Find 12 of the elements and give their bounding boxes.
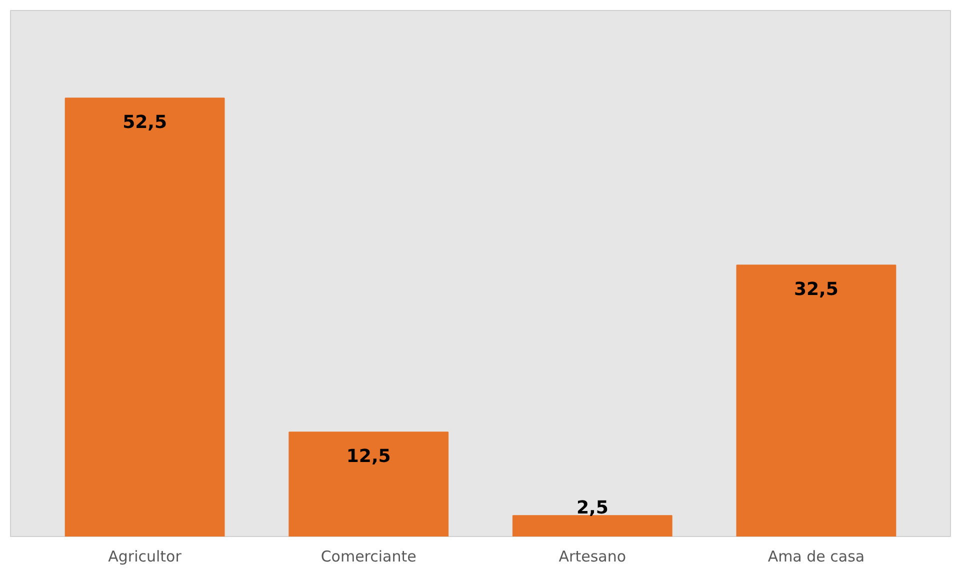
bar [512, 515, 672, 536]
data-label: 52,5 [122, 112, 167, 134]
x-tick-label: Agricultor [108, 548, 182, 566]
data-label: 32,5 [794, 279, 838, 300]
data-label: 2,5 [576, 498, 608, 519]
bar [736, 264, 896, 536]
x-tick-label: Comerciante [320, 548, 416, 566]
bar [288, 432, 449, 536]
x-tick-label: Artesano [558, 548, 626, 566]
x-tick-label: Ama de casa [768, 548, 865, 566]
bar [64, 98, 225, 536]
data-label: 12,5 [346, 446, 391, 468]
